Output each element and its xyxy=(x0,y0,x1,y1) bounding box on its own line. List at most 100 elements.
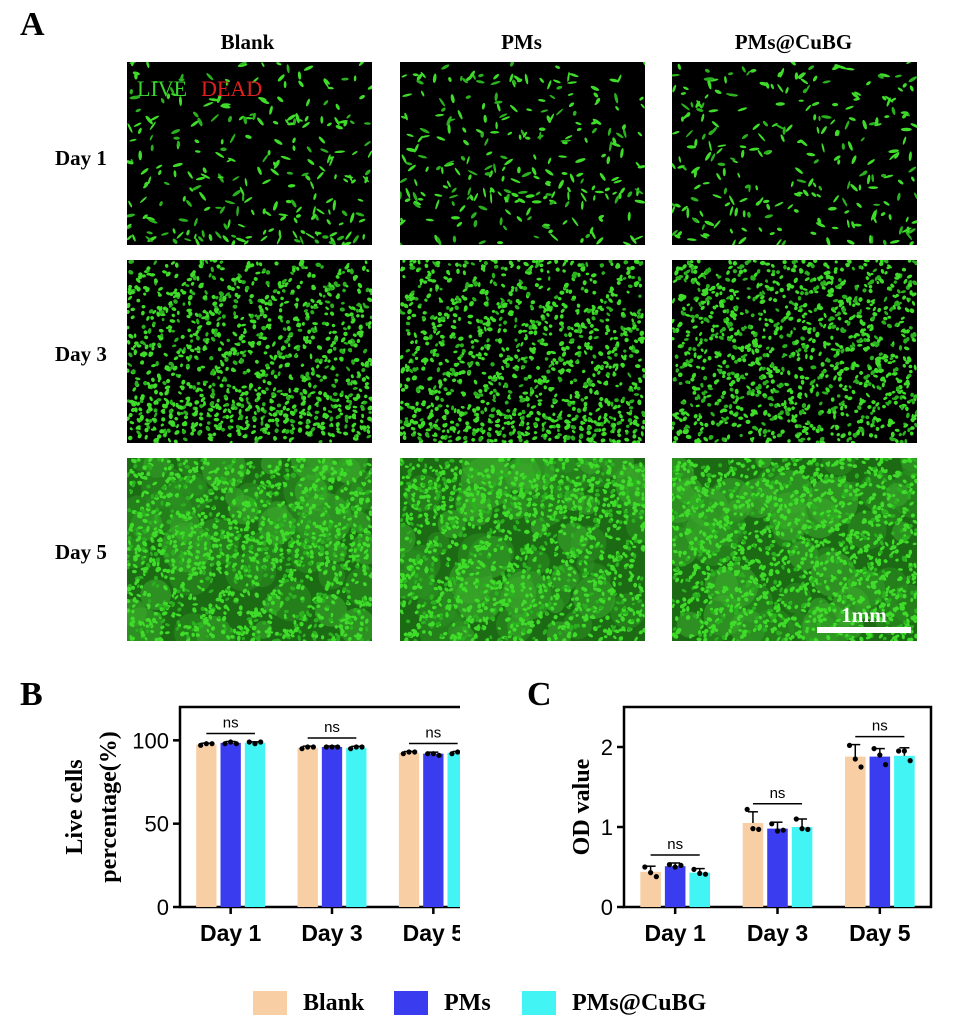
row-title-day5: Day 5 xyxy=(55,540,107,564)
data-point xyxy=(329,744,335,750)
data-point xyxy=(666,862,673,868)
data-point xyxy=(901,748,907,754)
micrograph-texture xyxy=(672,62,917,245)
data-point xyxy=(702,871,709,877)
micrograph-blank-day1: LIVE DEAD xyxy=(127,62,372,245)
bar xyxy=(664,866,686,907)
data-point xyxy=(299,746,305,752)
stain-label-dead: DEAD xyxy=(201,76,263,101)
data-point xyxy=(353,744,359,750)
bar xyxy=(346,747,367,907)
data-point xyxy=(852,756,858,762)
chart-live-cells-percentage: Live cells percentage(%) 0 50 100 Day 1 ns Day … xyxy=(62,705,460,946)
data-point xyxy=(449,751,455,757)
data-point xyxy=(858,764,864,770)
scale-bar-line xyxy=(817,627,911,633)
significance-label: ns xyxy=(770,785,786,802)
bar xyxy=(297,747,318,907)
micrograph-pms-day3 xyxy=(400,260,645,443)
column-title-blank: Blank xyxy=(220,30,275,54)
bar xyxy=(321,747,343,907)
scale-bar-label: 1mm xyxy=(841,603,887,627)
micrograph-pms-day1 xyxy=(400,62,645,245)
data-point xyxy=(348,746,354,752)
micrograph-texture xyxy=(400,260,645,443)
micrograph-texture xyxy=(400,62,645,245)
micrograph-texture xyxy=(400,458,645,641)
bar xyxy=(398,752,420,907)
data-point xyxy=(436,752,442,758)
data-point xyxy=(653,874,659,880)
bar xyxy=(689,872,711,907)
bar xyxy=(894,755,915,907)
chart-od-value: OD value 0 1 2 Day 1 ns Day 3 ns Day 5 ns xyxy=(569,705,933,946)
data-point xyxy=(335,744,341,750)
bar xyxy=(196,744,217,907)
legend-swatch-blank xyxy=(253,991,287,1015)
y-tick-label: 50 xyxy=(145,812,169,837)
data-point xyxy=(203,741,209,747)
row-title-day3: Day 3 xyxy=(55,342,107,366)
significance-label: ns xyxy=(872,718,888,735)
micrograph-pms-cubg-day1 xyxy=(672,62,917,245)
legend-label-pms-cubg: PMs@CuBG xyxy=(572,989,707,1016)
data-point xyxy=(672,864,678,870)
data-point xyxy=(642,864,648,870)
data-point xyxy=(323,744,329,750)
row-title-day1: Day 1 xyxy=(55,146,107,170)
bar xyxy=(844,756,866,907)
micrograph-pms-cubg-day3 xyxy=(672,260,917,443)
legend-label-blank: Blank xyxy=(303,989,365,1016)
data-point xyxy=(744,806,750,812)
legend-item-pms-cubg: PMs@CuBG xyxy=(522,985,706,1021)
micrograph-blank-day3 xyxy=(127,260,372,443)
micrograph-texture xyxy=(127,62,372,245)
stain-label-live: LIVE xyxy=(137,76,188,101)
data-point xyxy=(769,821,775,827)
panel-b-letter: B xyxy=(20,676,43,713)
y-axis-label-line: Live cells xyxy=(62,759,88,854)
x-tick-label: Day 1 xyxy=(644,920,706,946)
data-point xyxy=(877,752,883,758)
significance-label: ns xyxy=(324,719,340,736)
data-point xyxy=(697,870,703,876)
data-point xyxy=(430,751,436,757)
micrograph-texture xyxy=(127,260,372,443)
significance-label: ns xyxy=(667,836,683,853)
x-tick-label: Day 5 xyxy=(849,920,911,946)
data-point xyxy=(907,758,913,764)
panel-a-letter: A xyxy=(20,6,45,43)
data-point xyxy=(305,744,311,750)
bar xyxy=(447,752,460,907)
legend-label-pms: PMs xyxy=(444,989,491,1016)
data-point xyxy=(222,741,228,747)
bar xyxy=(423,753,444,907)
micrograph-pms-day5 xyxy=(400,458,645,641)
column-title-pms-cubg: PMs@CuBG xyxy=(734,30,853,54)
scale-bar: 1mm xyxy=(817,603,911,633)
x-tick-label: Day 5 xyxy=(403,920,460,946)
data-point xyxy=(678,862,684,868)
y-tick-label: 0 xyxy=(157,895,169,920)
data-point xyxy=(691,866,697,872)
panel-c-letter: C xyxy=(527,676,552,713)
data-point xyxy=(233,741,239,747)
y-tick-label: 1 xyxy=(601,815,613,840)
y-tick-label: 0 xyxy=(601,895,613,920)
data-point xyxy=(412,749,418,755)
data-point xyxy=(252,741,258,747)
data-point xyxy=(209,741,215,747)
y-tick-label: 100 xyxy=(132,728,169,753)
column-title-pms: PMs xyxy=(501,30,542,54)
data-point xyxy=(896,748,902,754)
data-point xyxy=(780,827,786,833)
data-point xyxy=(805,826,811,832)
legend: Blank PMs PMs@CuBG xyxy=(0,985,955,1021)
data-point xyxy=(756,826,762,832)
x-tick-label: Day 3 xyxy=(747,920,808,946)
bar xyxy=(767,828,788,907)
bar xyxy=(742,823,764,907)
x-tick-label: Day 1 xyxy=(200,920,262,946)
data-point xyxy=(793,816,799,822)
data-point xyxy=(799,826,805,832)
